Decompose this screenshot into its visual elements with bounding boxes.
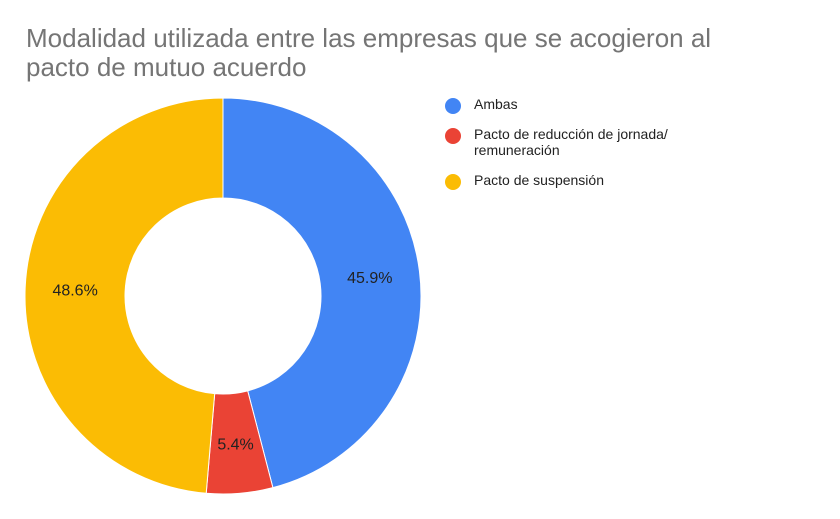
legend-swatch-ambas	[445, 98, 461, 114]
chart-title-line-2: pacto de mutuo acuerdo	[26, 52, 307, 82]
legend-swatch-pacto-suspension	[445, 174, 461, 190]
donut-slices	[24, 97, 422, 495]
chart-legend: Ambas Pacto de reducción de jornada/ rem…	[442, 96, 802, 202]
donut-slice-labels: 45.9% 5.4% 48.6%	[52, 270, 392, 453]
legend-item-pacto-reduccion[interactable]: Pacto de reducción de jornada/ remunerac…	[442, 126, 802, 158]
legend-label-ambas: Ambas	[474, 96, 518, 112]
chart-title-line-1: Modalidad utilizada entre las empresas q…	[26, 23, 712, 53]
donut-slice-pacto-suspension[interactable]	[24, 97, 224, 494]
donut-label-ambas: 45.9%	[347, 270, 392, 287]
legend-label-pacto-reduccion: Pacto de reducción de jornada/ remunerac…	[474, 126, 668, 158]
legend-item-pacto-suspension[interactable]: Pacto de suspensión	[442, 172, 802, 190]
legend-item-ambas[interactable]: Ambas	[442, 96, 802, 114]
donut-label-pacto-reduccion: 5.4%	[217, 436, 253, 453]
legend-label-pacto-suspension: Pacto de suspensión	[474, 172, 604, 188]
donut-slice-ambas[interactable]	[222, 97, 422, 489]
chart-title: Modalidad utilizada entre las empresas q…	[26, 24, 806, 82]
donut-label-pacto-suspension: 48.6%	[52, 283, 97, 300]
legend-swatch-pacto-reduccion	[445, 128, 461, 144]
